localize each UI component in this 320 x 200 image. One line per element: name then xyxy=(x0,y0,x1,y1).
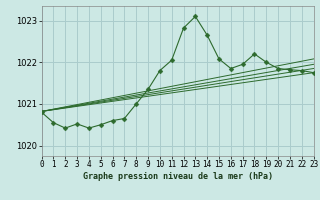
X-axis label: Graphe pression niveau de la mer (hPa): Graphe pression niveau de la mer (hPa) xyxy=(83,172,273,181)
